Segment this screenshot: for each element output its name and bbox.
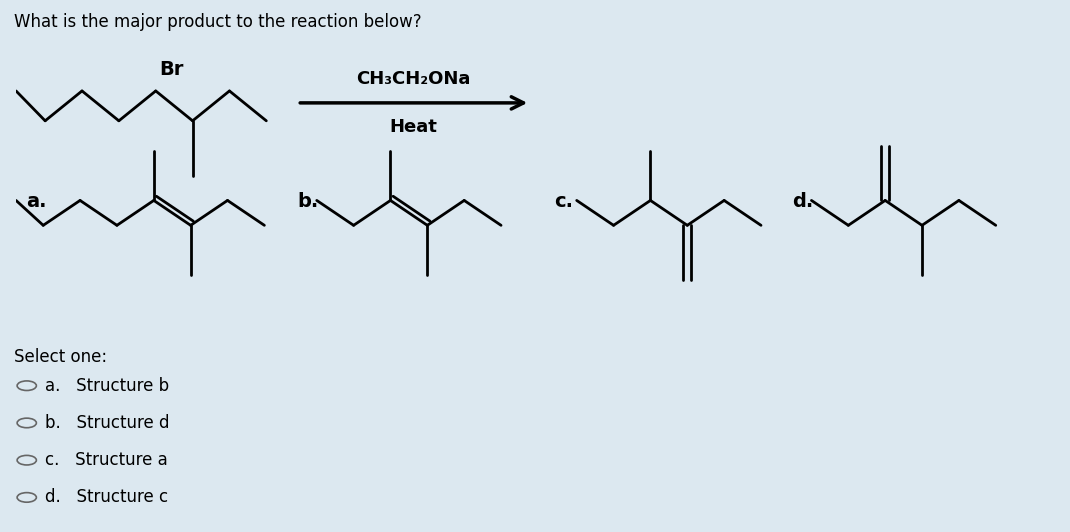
Text: Heat: Heat [389, 118, 438, 136]
Text: b.   Structure d: b. Structure d [45, 414, 169, 432]
Text: d.: d. [792, 193, 813, 212]
Text: a.   Structure b: a. Structure b [45, 377, 169, 395]
Text: Select one:: Select one: [14, 348, 107, 367]
Text: Br: Br [159, 60, 184, 79]
Text: c.   Structure a: c. Structure a [45, 451, 168, 469]
Text: a.: a. [26, 193, 46, 212]
Text: What is the major product to the reaction below?: What is the major product to the reactio… [14, 13, 422, 31]
Text: d.   Structure c: d. Structure c [45, 488, 168, 506]
Text: b.: b. [297, 193, 319, 212]
Text: CH₃CH₂ONa: CH₃CH₂ONa [356, 70, 471, 88]
Text: c.: c. [554, 193, 574, 212]
